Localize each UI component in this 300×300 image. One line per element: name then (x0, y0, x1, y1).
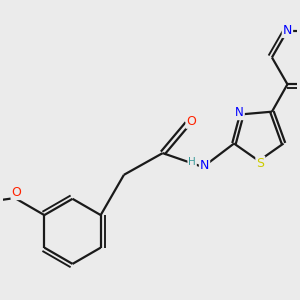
Text: N: N (200, 159, 209, 172)
Text: S: S (256, 157, 264, 170)
Text: N: N (235, 106, 244, 119)
Text: O: O (11, 186, 21, 199)
Text: H: H (188, 158, 196, 167)
Text: O: O (186, 115, 196, 128)
Text: N: N (283, 24, 292, 37)
